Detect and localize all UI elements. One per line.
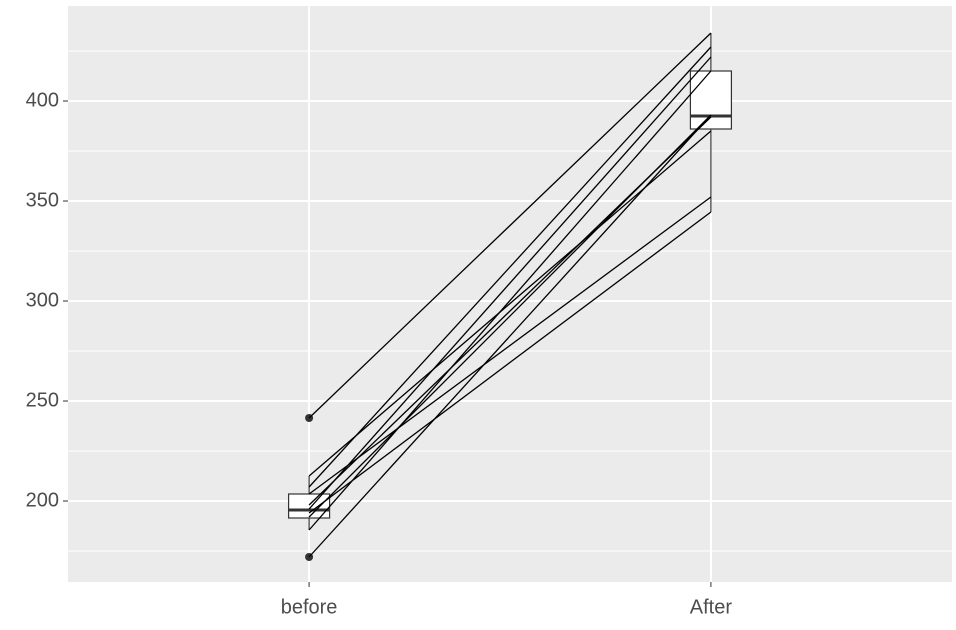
paired-line [308,46,712,488]
paired-line [308,211,712,514]
y-tick-label: 400 [26,89,59,111]
box [689,70,733,130]
paired-line [308,196,712,495]
paired-line [308,56,712,510]
paired-line [308,130,712,477]
y-tick-label: 350 [26,189,59,211]
y-tick-label: 300 [26,289,59,311]
x-tick-label: before [281,596,338,618]
paired-line [308,32,712,419]
paired-line [308,70,712,531]
x-tick-label: After [690,596,733,618]
y-tick-label: 250 [26,389,59,411]
panel [68,6,952,582]
paired-line [308,114,712,518]
y-tick-label: 200 [26,489,59,511]
